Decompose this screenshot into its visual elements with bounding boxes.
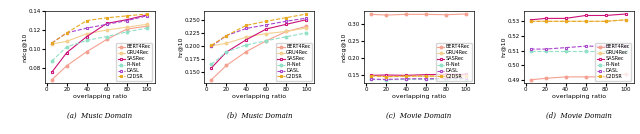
Title: (c)  Movie Domain: (c) Movie Domain [387,112,452,120]
Legend: BERT4Rec, GRU4Rec, SASRec, Pi-Net, DASL, C2DSR: BERT4Rec, GRU4Rec, SASRec, Pi-Net, DASL,… [595,43,631,81]
Legend: BERT4Rec, GRU4Rec, SASRec, Pi-Net, DASL, C2DSR: BERT4Rec, GRU4Rec, SASRec, Pi-Net, DASL,… [116,43,152,81]
X-axis label: overlapping ratio: overlapping ratio [392,94,446,99]
Title: (d)  Movie Domain: (d) Movie Domain [546,112,611,120]
Legend: BERT4Rec, GRU4Rec, SASRec, Pi-Net, DASL, C2DSR: BERT4Rec, GRU4Rec, SASRec, Pi-Net, DASL,… [276,43,312,81]
Title: (a)  Music Domain: (a) Music Domain [67,112,132,120]
Legend: BERT4Rec, GRU4Rec, SASRec, Pi-Net, DASL, C2DSR: BERT4Rec, GRU4Rec, SASRec, Pi-Net, DASL,… [436,43,472,81]
Y-axis label: ndcg@10: ndcg@10 [22,32,27,62]
X-axis label: overlapping ratio: overlapping ratio [552,94,605,99]
X-axis label: overlapping ratio: overlapping ratio [232,94,287,99]
Y-axis label: hr@10: hr@10 [500,37,506,57]
Y-axis label: hr@10: hr@10 [178,37,183,57]
X-axis label: overlapping ratio: overlapping ratio [73,94,127,99]
Y-axis label: ndcg@10: ndcg@10 [341,32,346,62]
Title: (b)  Music Domain: (b) Music Domain [227,112,292,120]
